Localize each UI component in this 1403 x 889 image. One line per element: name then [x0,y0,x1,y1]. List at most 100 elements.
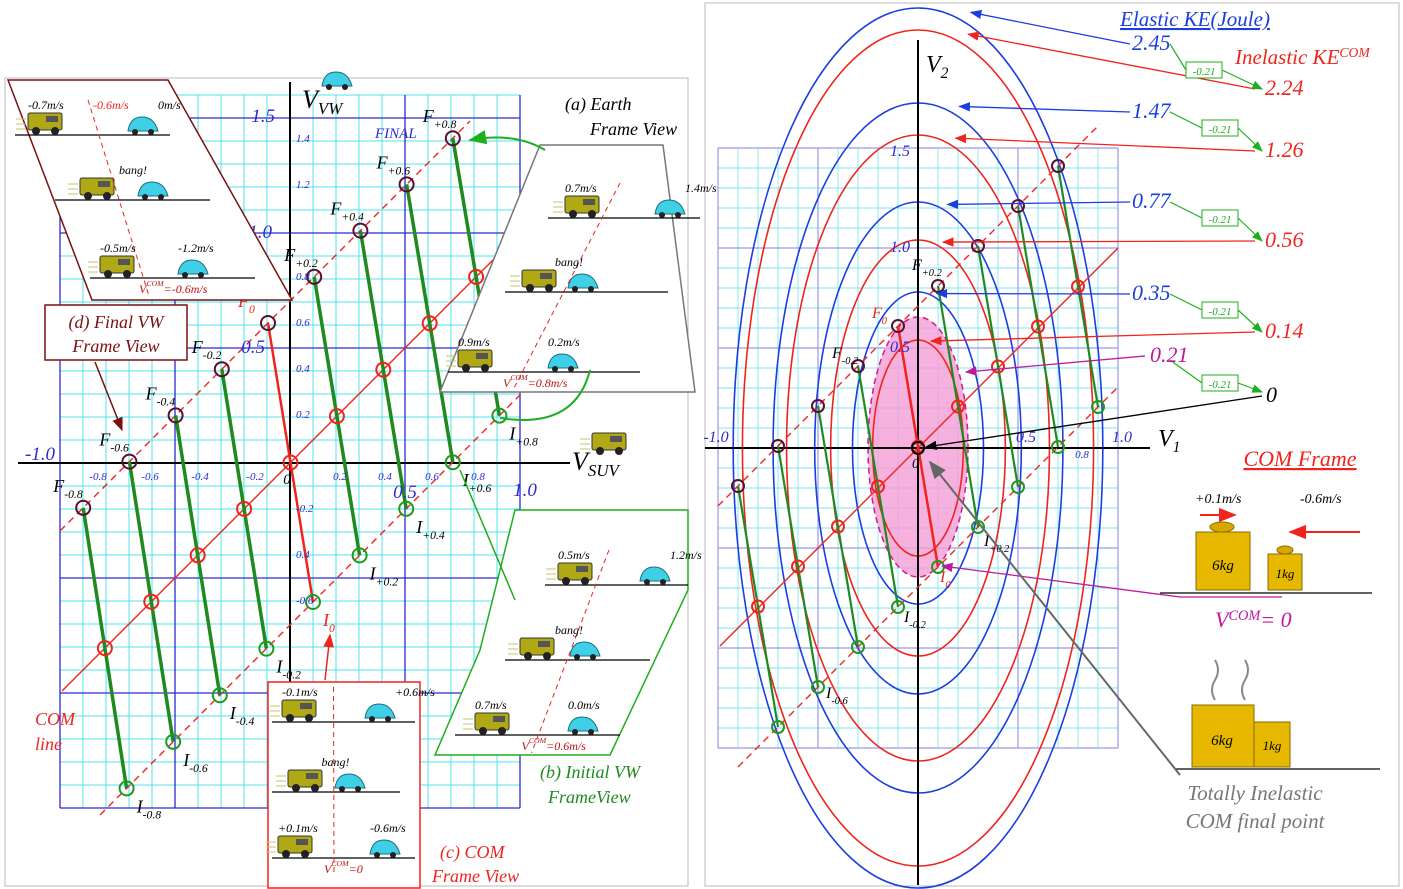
collision-line [856,365,900,608]
inset-title: Frame View [71,336,159,356]
speed-label: -0.6m/s [93,98,129,112]
wheel [182,272,188,278]
final-point-label: F+0.2 [911,257,942,279]
elastic-value-part: 0.35 [1132,280,1171,305]
inelastic-value-part: 0.56 [1265,227,1304,252]
initial-point-label-part: -0.6 [831,696,848,707]
wheel [581,577,589,585]
loss-box [1201,374,1239,392]
final-value: 0 [1266,382,1277,407]
bang-label-part: bang! [119,163,147,177]
bang-label-part: bang! [555,255,583,269]
v-com-label-part: V [522,739,531,753]
initial-point-label: I+0.6 [462,470,492,495]
mass-label-part: 1kg [1276,566,1295,581]
wheel [675,212,681,218]
collision-line [358,230,408,510]
vw-icon [567,716,599,735]
initial-point-label-part: I [229,703,237,723]
major-y-tick: 1.5 [251,106,275,127]
vw-icon [654,199,686,218]
mass-label: 6kg [1212,558,1234,574]
bang-label: bang! [322,755,350,769]
minor-y-tick-part: -0.2 [296,503,314,515]
minor-y-tick-part: 1.4 [296,133,310,145]
minor-x-tick-part: 0.8 [471,471,485,483]
final-point-label-part: -0.4 [157,395,176,408]
caption: COM final point [1186,809,1326,833]
suv-icon [16,112,63,135]
inelastic-value-part: 1.26 [1265,137,1304,162]
final-point-label: F-0.6 [98,430,129,455]
initial-point-label-part: +0.2 [376,575,399,588]
final-label-part: FINAL [374,126,417,142]
initial-point-label-part: I [275,657,283,677]
wheel [305,714,313,722]
suv-window [476,353,488,359]
loss-connector [1169,111,1203,129]
loss-box [1185,61,1223,79]
initial-point [118,780,135,797]
loss-arrow [1237,382,1264,393]
com-point [421,315,438,332]
suv-window [296,839,308,845]
dashed-line [737,386,1119,768]
speed-label-part: 1.2m/s [670,548,702,562]
speed-label-part: 0.7m/s [565,181,597,195]
wheel [479,727,487,735]
x-tick-part: 1.0 [1112,429,1132,446]
speed-label-part: 0.5m/s [558,548,590,562]
speed-label: 0.5m/s [558,548,590,562]
loss-connector [1169,201,1203,219]
elastic-value-part: 2.45 [1132,30,1171,55]
stuck-weight [1191,704,1255,768]
suv-window [610,436,622,442]
vw-body [569,641,601,657]
v-com-label-part: =0 [349,862,363,876]
loss-label-part: -0.21 [1209,379,1232,391]
initial-point-label-part: 0 [329,622,335,635]
minor-y-tick-part: 1.2 [296,179,310,191]
com-point [375,361,392,378]
loss-arrow [1237,217,1263,242]
com-line-label-part: line [35,734,62,754]
suv-icon [580,432,627,455]
wheel [660,579,666,585]
inset-title: (d) Final VW [69,312,166,333]
wheel [481,364,489,372]
initial-point-label: I-0.4 [229,703,255,728]
wheel [524,652,532,660]
loss-label-part: -0.21 [1193,66,1216,78]
wheel [588,286,594,292]
legend-elastic-part: Elastic KE(Joule) [1119,7,1270,31]
initial-point [1051,440,1065,454]
initial-point [1091,400,1105,414]
minor-x-tick: 0.4 [378,471,392,483]
wheel [588,210,596,218]
wheel [588,729,594,735]
wheel [198,272,204,278]
speed-label-part: -1.2m/s [178,241,214,255]
minor-x-tick-part: 0.6 [425,471,439,483]
vw-icon [177,259,209,278]
speed-label: 0.2m/s [548,335,580,349]
final-point-label-part: +0.2 [295,257,318,270]
com-frame-title-part: COM Frame [1243,446,1356,471]
wheel [543,652,551,660]
wheel [342,84,348,90]
y-tick-part: 1.0 [890,239,910,256]
loss-box [1201,209,1239,227]
y-axis-label: V2 [926,52,949,82]
right-panel-frame [704,2,1400,887]
initial-point [851,640,865,654]
x-tick: -1.0 [703,429,728,446]
final-point [75,499,92,516]
vw-icon [334,773,366,792]
speed-label-part: -0.6m/s [93,98,129,112]
com-point [831,519,845,534]
suv-icon [88,255,135,278]
major-x-tick-part: -1.0 [25,444,56,465]
y-tick: 1.5 [890,143,910,160]
speed-label-part: 0.9m/s [458,335,490,349]
v-com-label-part: =0.6m/s [546,739,586,753]
